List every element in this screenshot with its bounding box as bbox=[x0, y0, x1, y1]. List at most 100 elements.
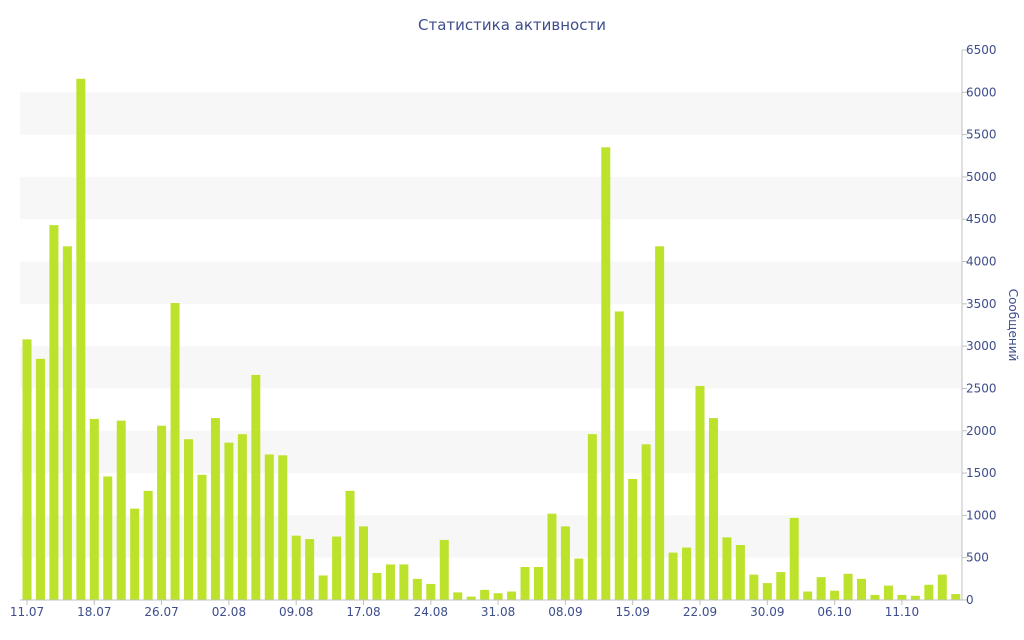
bar bbox=[910, 595, 920, 600]
bar bbox=[857, 578, 867, 600]
bar bbox=[493, 593, 503, 600]
bar bbox=[157, 425, 167, 600]
bar bbox=[655, 246, 665, 600]
bar bbox=[372, 572, 382, 600]
bar bbox=[480, 589, 490, 600]
bar bbox=[708, 418, 718, 600]
bar bbox=[345, 490, 355, 600]
bar bbox=[76, 78, 86, 600]
bar bbox=[735, 545, 745, 600]
bar bbox=[803, 591, 813, 600]
bar bbox=[628, 479, 638, 600]
bar bbox=[264, 454, 274, 600]
bar bbox=[453, 592, 463, 600]
bar bbox=[816, 577, 826, 600]
y-tick-label: 500 bbox=[966, 551, 989, 565]
bar bbox=[439, 539, 449, 600]
bar bbox=[291, 535, 301, 600]
bar bbox=[789, 517, 799, 600]
bar bbox=[251, 374, 261, 600]
bar bbox=[385, 564, 395, 600]
bar bbox=[130, 508, 140, 600]
bar bbox=[722, 537, 732, 600]
y-tick-label: 2500 bbox=[966, 381, 997, 395]
bar bbox=[614, 311, 624, 600]
bar bbox=[399, 564, 409, 600]
bar bbox=[184, 439, 194, 600]
y-tick-label: 3500 bbox=[966, 297, 997, 311]
bar bbox=[883, 585, 893, 600]
bar bbox=[507, 591, 517, 600]
bar bbox=[547, 513, 557, 600]
bar bbox=[668, 552, 678, 600]
bar bbox=[951, 594, 961, 600]
y-tick-label: 4500 bbox=[966, 212, 997, 226]
bar bbox=[170, 303, 180, 600]
x-tick-label: 08.09 bbox=[548, 605, 582, 619]
y-tick-label: 6000 bbox=[966, 85, 997, 99]
bar bbox=[49, 225, 59, 600]
bar bbox=[641, 444, 651, 600]
bar-series bbox=[22, 78, 961, 600]
bar bbox=[103, 476, 113, 600]
bar bbox=[560, 526, 570, 600]
bar bbox=[62, 246, 72, 600]
grid-band bbox=[20, 261, 962, 304]
y-tick-label: 5000 bbox=[966, 170, 997, 184]
y-tick-label: 5500 bbox=[966, 128, 997, 142]
bar bbox=[601, 147, 611, 600]
bar bbox=[359, 526, 368, 600]
bar bbox=[830, 590, 840, 600]
bar bbox=[143, 490, 153, 600]
x-tick-label: 30.09 bbox=[750, 605, 784, 619]
x-tick-label: 18.07 bbox=[77, 605, 111, 619]
x-tick-label: 26.07 bbox=[144, 605, 178, 619]
chart-title: Статистика активности bbox=[418, 16, 606, 34]
x-tick-label: 31.08 bbox=[481, 605, 515, 619]
bar bbox=[412, 578, 422, 600]
bar bbox=[533, 567, 543, 600]
bar bbox=[574, 558, 584, 600]
x-tick-label: 09.08 bbox=[279, 605, 313, 619]
bar bbox=[466, 596, 476, 600]
bar bbox=[587, 434, 597, 600]
bar bbox=[224, 442, 234, 600]
bar bbox=[116, 420, 126, 600]
bar bbox=[332, 536, 342, 600]
x-axis-ticks: 11.07 18.07 26.07 02.08 09.08 17.08 24.08 31.08… bbox=[10, 600, 919, 619]
grid-band bbox=[20, 176, 962, 220]
bar bbox=[682, 547, 692, 600]
x-tick-label: 15.09 bbox=[616, 605, 650, 619]
bar bbox=[426, 583, 436, 600]
x-tick-label: 24.08 bbox=[414, 605, 448, 619]
x-tick-label: 11.10 bbox=[885, 605, 919, 619]
bar bbox=[695, 385, 705, 600]
bar bbox=[843, 573, 853, 600]
grid-band bbox=[20, 346, 962, 389]
bar bbox=[35, 358, 45, 600]
bar bbox=[318, 575, 328, 600]
bar bbox=[305, 539, 315, 600]
bar bbox=[937, 574, 947, 600]
bar bbox=[520, 567, 530, 600]
y-tick-label: 0 bbox=[966, 593, 974, 607]
bar bbox=[897, 594, 907, 600]
bar bbox=[924, 584, 934, 600]
y-tick-label: 2000 bbox=[966, 424, 997, 438]
bar bbox=[210, 418, 220, 600]
y-tick-label: 1500 bbox=[966, 466, 997, 480]
x-tick-label: 11.07 bbox=[10, 605, 44, 619]
x-tick-label: 02.08 bbox=[212, 605, 246, 619]
y-axis-ticks: 0 500 1000 1500 2000 2500 3000 3500 4000 4500 5000… bbox=[962, 43, 997, 607]
bar bbox=[870, 594, 880, 600]
bar bbox=[197, 474, 207, 600]
y-tick-label: 6500 bbox=[966, 43, 997, 57]
bar bbox=[278, 455, 288, 600]
bar bbox=[22, 339, 32, 600]
bar bbox=[749, 574, 759, 600]
bar bbox=[89, 418, 99, 600]
x-tick-label: 06.10 bbox=[817, 605, 851, 619]
y-tick-label: 4000 bbox=[966, 255, 997, 269]
